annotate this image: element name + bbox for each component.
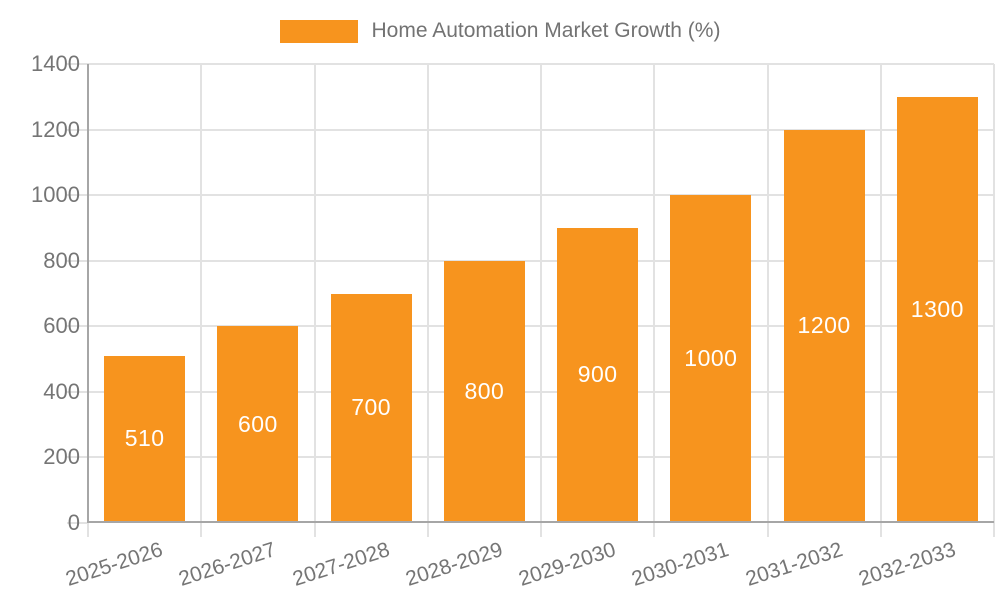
legend: Home Automation Market Growth (%) <box>0 19 1000 43</box>
bar: 800 <box>443 260 525 521</box>
y-axis-tick-label: 0 <box>67 510 80 535</box>
bar: 1200 <box>783 129 865 521</box>
horizontal-gridline <box>67 194 994 197</box>
bar-value-label: 1300 <box>910 295 964 322</box>
horizontal-gridline <box>67 63 994 65</box>
bar: 600 <box>217 326 299 521</box>
bar-value-label: 900 <box>577 361 618 388</box>
x-axis-tick-label: 2028-2029 <box>402 538 506 591</box>
horizontal-gridline <box>67 128 994 131</box>
bar: 900 <box>557 227 639 521</box>
horizontal-gridline <box>67 259 994 262</box>
legend-label: Home Automation Market Growth (%) <box>371 19 721 42</box>
bar: 510 <box>104 355 186 521</box>
x-axis-tick <box>200 523 203 537</box>
bar-value-label: 600 <box>237 410 278 437</box>
x-axis-tick-label: 2027-2028 <box>289 538 393 591</box>
y-axis-tick-label: 1000 <box>31 182 80 208</box>
bar-value-label: 800 <box>464 377 505 404</box>
vertical-gridline <box>426 64 429 523</box>
x-axis-tick <box>766 523 769 537</box>
y-axis-tick <box>67 522 88 524</box>
vertical-gridline <box>313 64 316 523</box>
horizontal-gridline <box>67 456 994 459</box>
bar: 700 <box>330 293 412 521</box>
vertical-gridline <box>653 64 656 523</box>
x-axis-tick-label: 2025-2026 <box>63 538 166 591</box>
x-axis-tick <box>426 523 429 537</box>
bar-value-label: 700 <box>351 394 392 421</box>
y-axis-tick-label: 1200 <box>31 116 80 142</box>
bar-value-label: 1200 <box>797 312 851 339</box>
x-axis-tick <box>87 523 89 537</box>
x-axis-tick-label: 2030-2031 <box>629 538 732 591</box>
horizontal-gridline <box>67 390 994 393</box>
vertical-gridline <box>540 64 542 523</box>
x-axis-tick <box>313 523 316 537</box>
y-axis-tick-label: 200 <box>43 444 80 470</box>
y-axis-line <box>87 64 89 523</box>
legend-swatch <box>279 19 358 43</box>
horizontal-gridline <box>67 325 994 328</box>
plot-area: 510 600 700 800 900 1000 1200 1300 <box>67 63 995 537</box>
vertical-gridline <box>993 64 995 523</box>
vertical-gridline <box>200 64 203 523</box>
x-axis-tick <box>653 523 656 537</box>
bar-value-label: 1000 <box>684 345 738 372</box>
y-axis-tick-label: 400 <box>43 378 80 404</box>
x-axis-tick-label: 2032-2033 <box>855 538 959 591</box>
x-axis-tick-label: 2026-2027 <box>176 538 279 591</box>
x-axis-tick-label: 2029-2030 <box>516 538 619 591</box>
x-axis-tick-label: 2031-2032 <box>742 538 846 591</box>
x-axis-tick <box>993 523 995 537</box>
x-axis-line <box>88 521 994 523</box>
x-axis-tick <box>540 523 542 537</box>
y-axis-tick-label: 600 <box>43 313 80 339</box>
y-axis-tick-label: 1400 <box>31 51 80 76</box>
bar: 1300 <box>896 96 978 521</box>
vertical-gridline <box>879 64 882 523</box>
x-axis-tick <box>879 523 882 537</box>
bar-value-label: 510 <box>124 425 165 452</box>
bar: 1000 <box>670 195 752 521</box>
y-axis-tick-label: 800 <box>43 247 80 273</box>
vertical-gridline <box>766 64 769 523</box>
